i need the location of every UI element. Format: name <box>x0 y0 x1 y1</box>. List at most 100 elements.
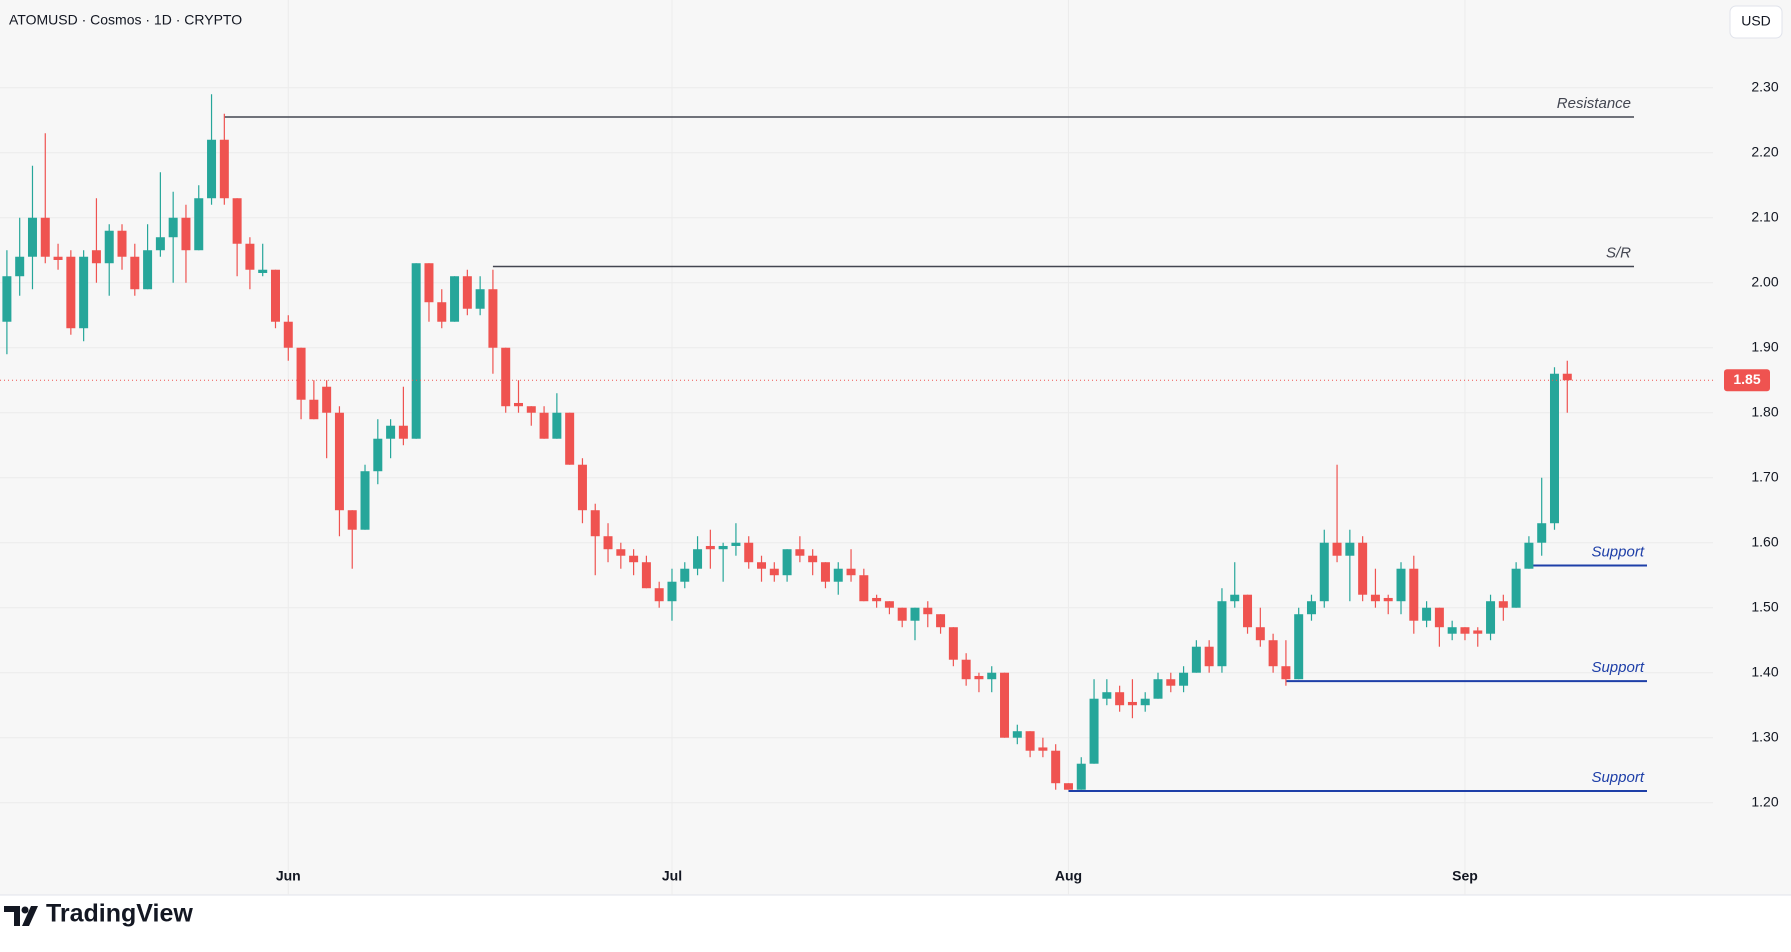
symbol-title: ATOMUSD · Cosmos · 1D · CRYPTO <box>9 12 242 28</box>
candle-body <box>2 276 12 322</box>
candle <box>450 276 460 322</box>
candle-body <box>462 276 472 309</box>
candle <box>2 250 12 355</box>
candle <box>1179 666 1189 693</box>
candle-body <box>1115 692 1125 706</box>
candle <box>130 243 140 296</box>
candle <box>91 198 101 283</box>
candle <box>948 627 958 667</box>
candle <box>1204 640 1214 673</box>
candle-body <box>1102 692 1112 699</box>
candle <box>194 185 204 251</box>
candle-body <box>232 198 242 244</box>
candle <box>884 601 894 615</box>
candle <box>424 263 434 322</box>
candle <box>680 562 690 589</box>
candle <box>616 542 626 569</box>
candle <box>910 607 920 641</box>
brand-logo: TradingView <box>4 900 193 928</box>
candle-body <box>654 588 664 602</box>
candle-body <box>718 545 728 550</box>
candle <box>718 542 728 582</box>
candle <box>1486 594 1496 641</box>
candle-body <box>897 607 907 621</box>
candle-body <box>373 438 383 472</box>
candle <box>1473 627 1483 647</box>
candle-body <box>1434 607 1444 628</box>
candle <box>1153 672 1163 699</box>
candle <box>1025 731 1035 758</box>
candle-body <box>820 562 830 582</box>
candle-body <box>539 412 549 439</box>
candle-body <box>744 542 754 563</box>
candle <box>641 555 651 589</box>
y-tick-label: 2.00 <box>1751 273 1778 289</box>
candle <box>347 510 357 569</box>
candle <box>1102 679 1112 706</box>
logo-slash <box>22 906 38 926</box>
level-label: Support <box>1591 543 1644 560</box>
y-tick-label: 1.20 <box>1751 793 1778 809</box>
candle-body <box>424 263 434 303</box>
candle <box>501 347 511 413</box>
candle <box>462 269 472 316</box>
candle <box>79 250 89 342</box>
candle <box>1038 737 1048 758</box>
candle <box>1422 601 1432 628</box>
candle-body <box>808 555 818 563</box>
candle <box>181 204 191 283</box>
y-tick-label: 1.40 <box>1751 663 1778 679</box>
candle <box>15 217 25 296</box>
candle <box>168 191 178 283</box>
candle-body <box>27 217 37 257</box>
candle-body <box>1179 672 1189 686</box>
candle-body <box>475 289 485 309</box>
candle <box>104 224 114 296</box>
candle-body <box>1345 542 1355 556</box>
candle <box>820 562 830 589</box>
candle-body <box>1409 568 1419 621</box>
candle-body <box>155 237 165 251</box>
candle-body <box>1127 701 1137 706</box>
candle <box>40 133 50 264</box>
candle-body <box>936 614 946 628</box>
candle <box>936 614 946 634</box>
candle-body <box>296 347 306 400</box>
candle <box>1549 367 1559 530</box>
candle-body <box>15 256 25 277</box>
candle <box>1140 692 1150 712</box>
candle-body <box>1473 630 1483 634</box>
candle-body <box>1306 601 1316 615</box>
candle <box>1524 536 1534 569</box>
candle-body <box>1000 672 1010 738</box>
currency-button[interactable] <box>1729 5 1783 39</box>
candle-body <box>833 568 843 582</box>
candle <box>808 549 818 576</box>
candle <box>961 653 971 686</box>
candle-body <box>1051 750 1061 784</box>
candle-body <box>207 139 217 199</box>
candle <box>322 380 332 459</box>
candle-body <box>1319 542 1329 602</box>
candle <box>552 393 562 439</box>
candle-body <box>565 412 575 465</box>
y-tick-label: 1.50 <box>1751 598 1778 614</box>
candle-body <box>616 549 626 556</box>
candle-body <box>1370 594 1380 602</box>
candle <box>654 581 664 608</box>
candle-body <box>258 269 268 273</box>
candle-body <box>168 217 178 238</box>
candle-body <box>1332 542 1342 556</box>
candle <box>705 529 715 569</box>
candle-body <box>1076 763 1086 790</box>
candle-body <box>514 402 523 407</box>
candle <box>577 458 587 524</box>
candle <box>1562 360 1572 413</box>
candle <box>398 386 408 446</box>
candle-body <box>1191 646 1201 673</box>
candle <box>1537 477 1547 556</box>
candle-body <box>1422 607 1432 621</box>
candle <box>1127 679 1137 719</box>
